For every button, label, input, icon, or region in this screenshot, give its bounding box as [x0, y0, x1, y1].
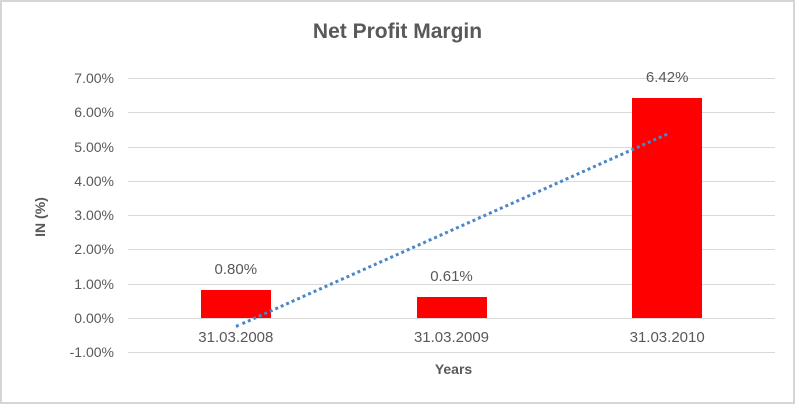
bar: [632, 97, 703, 318]
y-tick-label: 7.00%: [74, 70, 114, 86]
gridline: [128, 215, 775, 216]
y-tick-label: 3.00%: [74, 207, 114, 223]
x-axis-title: Years: [434, 361, 473, 377]
gridline: [128, 352, 775, 353]
y-tick-label: -1.00%: [69, 344, 114, 360]
bar-data-label: 0.61%: [430, 267, 473, 285]
gridline: [128, 78, 775, 79]
y-tick-label: 0.00%: [74, 309, 114, 326]
y-tick-label: 2.00%: [74, 241, 114, 258]
y-tick-label: 4.00%: [74, 172, 114, 189]
x-tick-label: 31.03.2010: [629, 328, 705, 346]
y-tick-label: 5.00%: [74, 138, 114, 155]
x-tick-label: 31.03.2009: [413, 328, 490, 346]
gridline: [128, 112, 775, 114]
x-tick-label: 31.03.2008: [198, 328, 274, 346]
y-tick-label: 1.00%: [74, 275, 114, 292]
bar-data-label: 0.80%: [214, 261, 258, 279]
chart-title: Net Profit Margin: [312, 20, 483, 43]
gridline: [128, 283, 775, 285]
y-tick-label: 6.00%: [74, 104, 114, 121]
gridline: [128, 146, 775, 148]
gridline: [128, 180, 775, 182]
bar: [200, 290, 271, 318]
gridline: [128, 249, 775, 251]
gridline: [128, 317, 775, 319]
bar: [416, 296, 487, 318]
bar-data-label: 6.42%: [645, 68, 689, 86]
